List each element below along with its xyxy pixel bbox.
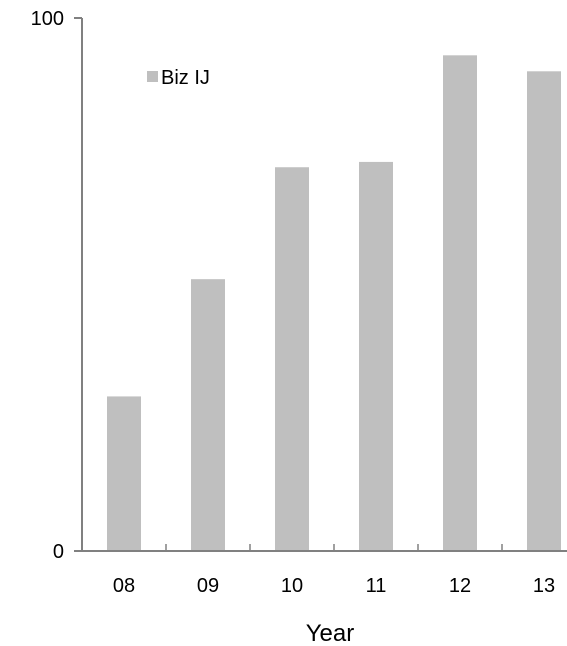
x-tick-label-12: 12 [449, 575, 471, 597]
x-axis-title: Year [306, 620, 355, 646]
bars-layer [107, 55, 561, 552]
bar-13 [527, 71, 561, 552]
bar-08 [107, 396, 141, 551]
bar-10 [275, 167, 309, 552]
x-tick-label-10: 10 [281, 575, 303, 597]
x-tick-label-11: 11 [366, 575, 387, 597]
x-tick-label-09: 09 [197, 575, 219, 597]
x-tick-label-13: 13 [533, 575, 555, 597]
legend: Biz IJ [147, 67, 210, 89]
y-tick-label-max: 100 [31, 8, 64, 30]
legend-swatch [147, 71, 158, 82]
x-tick-labels: 08 09 10 11 12 13 [113, 575, 555, 597]
x-ticks-layer [165, 544, 503, 551]
x-tick-label-08: 08 [113, 575, 135, 597]
legend-label: Biz IJ [161, 67, 210, 89]
y-tick-label-min: 0 [53, 541, 64, 563]
bar-12 [443, 55, 477, 552]
bar-09 [191, 279, 225, 551]
bar-11 [359, 161, 393, 551]
